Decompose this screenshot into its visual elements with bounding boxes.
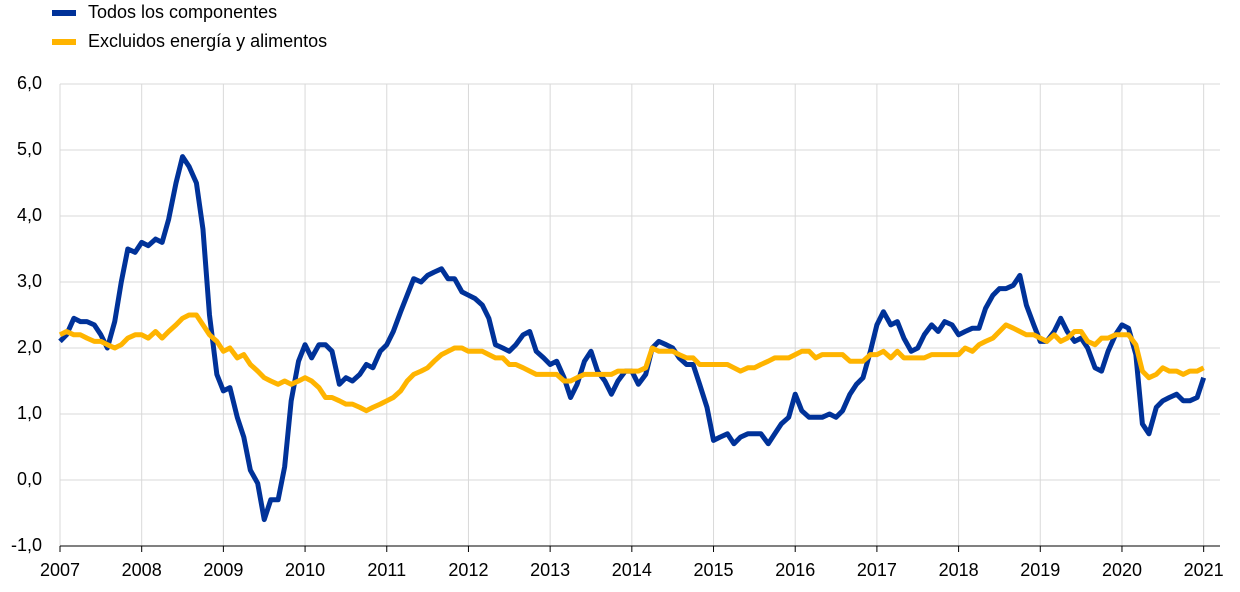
legend-label: Excluidos energía y alimentos xyxy=(88,31,327,51)
y-tick-label: -1,0 xyxy=(11,535,42,555)
x-tick-label: 2019 xyxy=(1020,560,1060,580)
x-tick-label: 2010 xyxy=(285,560,325,580)
x-tick-label: 2009 xyxy=(203,560,243,580)
x-tick-label: 2007 xyxy=(40,560,80,580)
x-tick-label: 2021 xyxy=(1184,560,1224,580)
x-tick-label: 2018 xyxy=(939,560,979,580)
y-tick-label: 6,0 xyxy=(17,73,42,93)
x-tick-label: 2014 xyxy=(612,560,652,580)
y-tick-label: 2,0 xyxy=(17,337,42,357)
x-tick-label: 2011 xyxy=(367,560,406,580)
x-tick-label: 2015 xyxy=(693,560,733,580)
x-tick-label: 2012 xyxy=(448,560,488,580)
x-tick-label: 2008 xyxy=(122,560,162,580)
legend-label: Todos los componentes xyxy=(88,2,277,22)
y-tick-label: 0,0 xyxy=(17,469,42,489)
y-tick-label: 4,0 xyxy=(17,205,42,225)
y-tick-label: 5,0 xyxy=(17,139,42,159)
x-tick-label: 2013 xyxy=(530,560,570,580)
x-tick-label: 2017 xyxy=(857,560,897,580)
x-tick-label: 2016 xyxy=(775,560,815,580)
x-tick-label: 2020 xyxy=(1102,560,1142,580)
y-tick-label: 3,0 xyxy=(17,271,42,291)
y-tick-label: 1,0 xyxy=(17,403,42,423)
series-line xyxy=(58,312,1205,414)
